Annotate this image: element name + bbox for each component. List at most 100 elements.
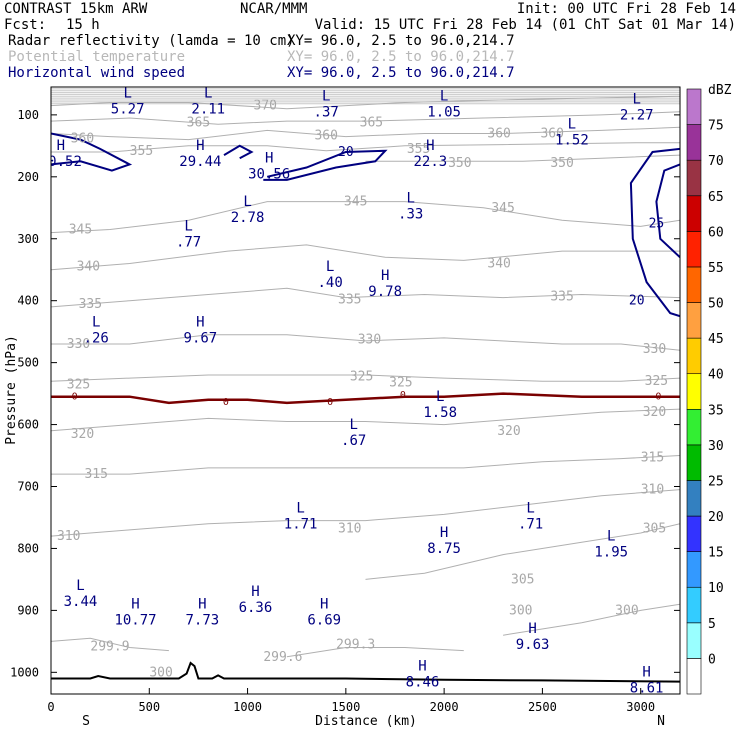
hl-marker-L: L (326, 259, 334, 275)
hl-value: 6.36 (239, 600, 273, 616)
hl-marker-L: L (243, 194, 251, 210)
terrain (51, 661, 680, 683)
y-tick-label: 900 (17, 603, 39, 617)
theta-label: 300 (509, 603, 532, 618)
hl-marker-L: L (568, 116, 576, 132)
wind-label: 20 (338, 145, 354, 160)
theta-label: 320 (497, 424, 520, 439)
colorbar-level: 40 (708, 368, 724, 383)
hl-marker-H: H (320, 596, 328, 612)
colorbar-level: 65 (708, 190, 724, 205)
north-label: N (657, 714, 665, 729)
field-name-reflectivity: Radar reflectivity (lamda = 10 cm) (8, 33, 295, 49)
hl-value: .37 (314, 104, 339, 120)
hl-marker-L: L (322, 88, 330, 104)
colorbar-swatch (686, 124, 702, 161)
zero-label: 0 (327, 397, 333, 408)
colorbar-swatch (686, 159, 702, 197)
hl-value: .33 (398, 207, 423, 223)
theta-contour-345 (51, 201, 680, 234)
fcst-label: Fcst: (4, 17, 46, 33)
hl-marker-L: L (349, 417, 357, 433)
theta-label: 365 (360, 115, 383, 130)
theta-contour-320 (51, 408, 680, 432)
wind-contour-20 (263, 149, 388, 181)
hl-value: 1.05 (427, 104, 461, 120)
plot-frame (50, 86, 681, 695)
y-tick-label: 200 (17, 170, 39, 184)
colorbar-level: 15 (708, 546, 724, 561)
zero-label: 0 (400, 390, 406, 401)
theta-label: 350 (448, 156, 471, 171)
valid-time: Valid: 15 UTC Fri 28 Feb 14 (01 ChT Sat … (315, 17, 736, 33)
hl-value: 9.67 (184, 331, 218, 347)
wind-contour-20 (223, 144, 254, 160)
colorbar-swatch (686, 266, 702, 303)
theta-label: 360 (71, 131, 94, 146)
field-name-theta: Potential temperature (8, 49, 185, 65)
hl-value: 22.3 (414, 154, 448, 170)
theta-contour-350 (365, 154, 680, 162)
theta-label: 325 (67, 377, 90, 392)
field-name-wind: Horizontal wind speed (8, 65, 185, 81)
colorbar-level: 60 (708, 225, 724, 240)
theta-label: 360 (487, 126, 510, 141)
colorbar-swatch (686, 515, 702, 552)
theta-label: 310 (641, 483, 664, 498)
hl-value: 10.77 (114, 612, 156, 628)
wind-contour-20 (629, 147, 680, 318)
hl-marker-H: H (528, 621, 536, 637)
x-tick-label: 1500 (331, 700, 360, 714)
fcst-value: 15 h (66, 17, 100, 33)
high-low-labels: L5.27L2.11L.37L1.05L2.27L1.52H30.52H29.4… (51, 85, 663, 694)
theta-contour-330 (51, 334, 680, 351)
theta-contour-335 (51, 287, 680, 308)
hl-marker-H: H (196, 138, 204, 154)
theta-label: 360 (314, 128, 337, 143)
theta-contour-360 (51, 126, 680, 141)
theta-contour-299.9 (51, 637, 169, 652)
hl-marker-L: L (184, 219, 192, 235)
theta-contour-370 (51, 95, 680, 110)
theta-contour-340 (51, 244, 680, 271)
y-tick-label: 600 (17, 418, 39, 432)
colorbar-level: 20 (708, 510, 724, 525)
colorbar-level: 70 (708, 154, 724, 169)
theta-label: 330 (643, 342, 666, 357)
x-tick-label: 2500 (528, 700, 557, 714)
hl-marker-L: L (123, 85, 131, 101)
hl-value: .40 (317, 275, 342, 291)
colorbar-swatch (686, 373, 702, 410)
colorbar-swatch (686, 337, 702, 375)
init-time: Init: 00 UTC Fri 28 Feb 14 (517, 1, 736, 17)
y-tick-label: 400 (17, 294, 39, 308)
wind-label: 20 (629, 294, 645, 309)
hl-value: 3.44 (64, 594, 98, 610)
hl-marker-H: H (196, 315, 204, 331)
colorbar-level: 35 (708, 403, 724, 418)
y-tick-label: 300 (17, 232, 39, 246)
y-axis-title: Pressure (hPa) (4, 335, 19, 445)
x-tick-label: 2000 (430, 700, 459, 714)
theta-label: 299.3 (336, 637, 375, 652)
theta-contour-305 (365, 523, 680, 580)
theta-label: 299.9 (90, 639, 129, 654)
hl-marker-H: H (418, 658, 426, 674)
theta-label: 335 (338, 292, 361, 307)
zero-dbz-contour (51, 392, 680, 405)
theta-label: 355 (407, 142, 430, 157)
colorbar-level: 55 (708, 261, 724, 276)
hl-value: 1.52 (555, 132, 589, 148)
colorbar-level: 10 (708, 581, 724, 596)
theta-label: 310 (338, 522, 361, 537)
zero-label: 0 (72, 391, 78, 402)
hl-value: .67 (341, 433, 366, 449)
hl-value: 7.73 (185, 612, 219, 628)
colorbar-swatch (686, 88, 702, 125)
hl-marker-L: L (440, 88, 448, 104)
zero-label: 0 (655, 391, 661, 402)
colorbar-swatch (686, 195, 702, 232)
